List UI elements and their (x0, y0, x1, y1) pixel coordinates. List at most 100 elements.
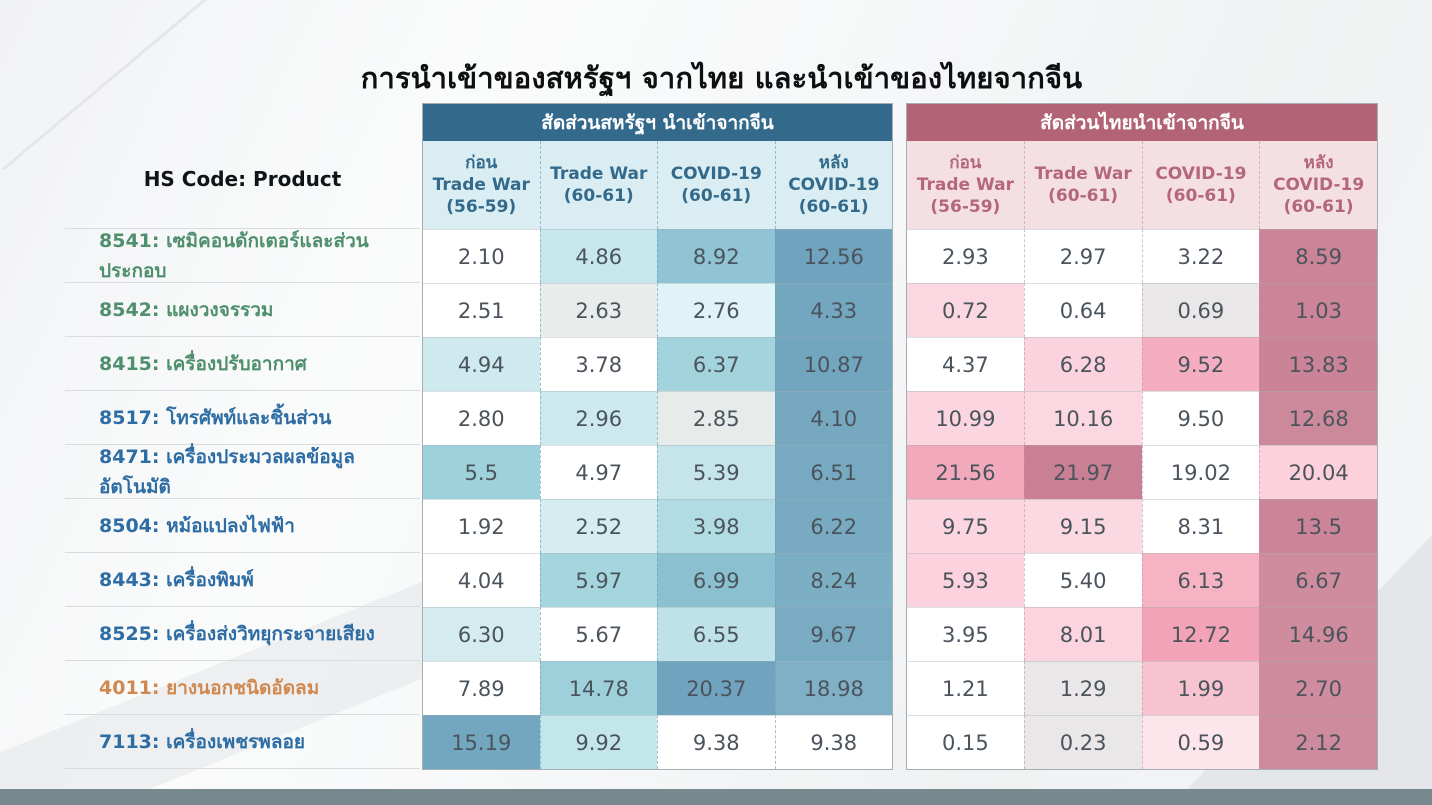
data-cell: 15.19 (423, 715, 540, 769)
data-cell: 1.92 (423, 499, 540, 553)
table-row: 7.89 14.78 20.37 18.98 (423, 661, 892, 715)
table-row: 6.30 5.67 6.55 9.67 (423, 607, 892, 661)
data-cell: 1.29 (1023, 661, 1142, 715)
bottom-bar (0, 789, 1432, 805)
data-cell: 2.85 (657, 391, 775, 445)
data-cell: 8.31 (1141, 499, 1260, 553)
data-cell: 5.93 (907, 553, 1024, 607)
data-cell: 0.69 (1141, 283, 1260, 337)
data-cell: 7.89 (423, 661, 540, 715)
table-row: 15.19 9.92 9.38 9.38 (423, 715, 892, 769)
data-cell: 4.97 (539, 445, 657, 499)
data-cell: 5.39 (657, 445, 775, 499)
data-cell: 3.78 (539, 337, 657, 391)
data-cell: 19.02 (1141, 445, 1260, 499)
data-cell: 4.04 (423, 553, 540, 607)
data-cell: 3.95 (907, 607, 1024, 661)
column-header: ก่อน Trade War (56-59) (916, 152, 1014, 218)
column-header: ก่อน Trade War (56-59) (432, 152, 530, 218)
data-cell: 0.72 (907, 283, 1024, 337)
table-row: 0.15 0.23 0.59 2.12 (907, 715, 1377, 769)
thai-table-column-headers: ก่อน Trade War (56-59) Trade War (60-61) C… (907, 141, 1377, 229)
table-row: 2.93 2.97 3.22 8.59 (907, 229, 1377, 283)
data-cell: 0.59 (1141, 715, 1260, 769)
table-row: 4.37 6.28 9.52 13.83 (907, 337, 1377, 391)
data-cell: 5.67 (539, 607, 657, 661)
thai-table-rows: 2.93 2.97 3.22 8.59 0.72 0.64 0.69 1.03 4.37 6.28… (907, 229, 1377, 769)
data-cell: 10.87 (774, 337, 892, 391)
data-cell: 8.24 (774, 553, 892, 607)
data-cell: 2.12 (1259, 715, 1377, 769)
data-cell: 0.64 (1023, 283, 1142, 337)
data-cell: 12.72 (1141, 607, 1260, 661)
table-row: 2.10 4.86 8.92 12.56 (423, 229, 892, 283)
us-table-group-header: สัดส่วนสหรัฐฯ นำเข้าจากจีน (423, 104, 892, 141)
page-title: การนำเข้าของสหรัฐฯ จากไทย และนำเข้าของไท… (360, 61, 1083, 95)
data-cell: 9.92 (539, 715, 657, 769)
data-cell: 12.68 (1259, 391, 1377, 445)
product-row-label: 8471: เครื่องประมวลผลข้อมูลอัตโนมัติ (65, 444, 420, 498)
product-row-label: 8525: เครื่องส่งวิทยุกระจายเสียง (65, 606, 420, 660)
data-cell: 6.13 (1141, 553, 1260, 607)
data-cell: 4.37 (907, 337, 1024, 391)
data-cell: 21.97 (1023, 445, 1142, 499)
data-cell: 5.40 (1023, 553, 1142, 607)
data-cell: 18.98 (774, 661, 892, 715)
data-cell: 0.15 (907, 715, 1024, 769)
data-cell: 4.94 (423, 337, 540, 391)
thai-import-share-table: สัดส่วนไทยนำเข้าจากจีน ก่อน Trade War (5… (906, 103, 1378, 770)
data-cell: 4.10 (774, 391, 892, 445)
data-cell: 2.96 (539, 391, 657, 445)
us-table-column-headers: ก่อน Trade War (56-59) Trade War (60-61) C… (423, 141, 892, 229)
data-cell: 14.96 (1259, 607, 1377, 661)
table-row: 3.95 8.01 12.72 14.96 (907, 607, 1377, 661)
table-row: 21.56 21.97 19.02 20.04 (907, 445, 1377, 499)
us-table-rows: 2.10 4.86 8.92 12.56 2.51 2.63 2.76 4.33 4.94 3.7… (423, 229, 892, 769)
product-row-labels: 8541: เซมิคอนดักเตอร์และส่วนประกอบ 8542: … (65, 228, 420, 769)
label-column-header: HS Code: Product (143, 166, 342, 191)
table-row: 4.04 5.97 6.99 8.24 (423, 553, 892, 607)
product-row-label: 8517: โทรศัพท์และชิ้นส่วน (65, 390, 420, 444)
data-cell: 9.75 (907, 499, 1024, 553)
data-cell: 5.97 (539, 553, 657, 607)
data-cell: 2.93 (907, 229, 1024, 283)
data-cell: 1.21 (907, 661, 1024, 715)
data-cell: 21.56 (907, 445, 1024, 499)
data-cell: 9.52 (1141, 337, 1260, 391)
data-cell: 2.97 (1023, 229, 1142, 283)
product-row-label: 8542: แผงวงจรรวม (65, 282, 420, 336)
data-cell: 3.98 (657, 499, 775, 553)
data-cell: 9.38 (657, 715, 775, 769)
product-row-label: 7113: เครื่องเพชรพลอย (65, 714, 420, 768)
data-cell: 9.50 (1141, 391, 1260, 445)
data-cell: 2.51 (423, 283, 540, 337)
product-row-label: 8504: หม้อแปลงไฟฟ้า (65, 498, 420, 552)
data-cell: 2.80 (423, 391, 540, 445)
product-row-label: 8443: เครื่องพิมพ์ (65, 552, 420, 606)
data-cell: 10.99 (907, 391, 1024, 445)
product-row-label: 8541: เซมิคอนดักเตอร์และส่วนประกอบ (65, 228, 420, 282)
us-import-share-table: สัดส่วนสหรัฐฯ นำเข้าจากจีน ก่อน Trade Wa… (422, 103, 893, 770)
table-row: 0.72 0.64 0.69 1.03 (907, 283, 1377, 337)
data-cell: 6.30 (423, 607, 540, 661)
data-cell: 20.04 (1259, 445, 1377, 499)
table-row: 2.51 2.63 2.76 4.33 (423, 283, 892, 337)
table-row: 1.92 2.52 3.98 6.22 (423, 499, 892, 553)
data-cell: 2.70 (1259, 661, 1377, 715)
data-cell: 0.23 (1023, 715, 1142, 769)
data-cell: 5.5 (423, 445, 540, 499)
table-row: 10.99 10.16 9.50 12.68 (907, 391, 1377, 445)
data-cell: 1.03 (1259, 283, 1377, 337)
data-cell: 8.59 (1259, 229, 1377, 283)
column-header: หลัง COVID-19 (60-61) (1259, 141, 1377, 229)
data-cell: 6.22 (774, 499, 892, 553)
data-cell: 2.10 (423, 229, 540, 283)
column-header: Trade War (60-61) (539, 141, 658, 229)
data-cell: 1.99 (1141, 661, 1260, 715)
column-header: COVID-19 (60-61) (657, 141, 775, 229)
table-row: 5.93 5.40 6.13 6.67 (907, 553, 1377, 607)
data-cell: 14.78 (539, 661, 657, 715)
table-row: 5.5 4.97 5.39 6.51 (423, 445, 892, 499)
product-row-label: 8415: เครื่องปรับอากาศ (65, 336, 420, 390)
